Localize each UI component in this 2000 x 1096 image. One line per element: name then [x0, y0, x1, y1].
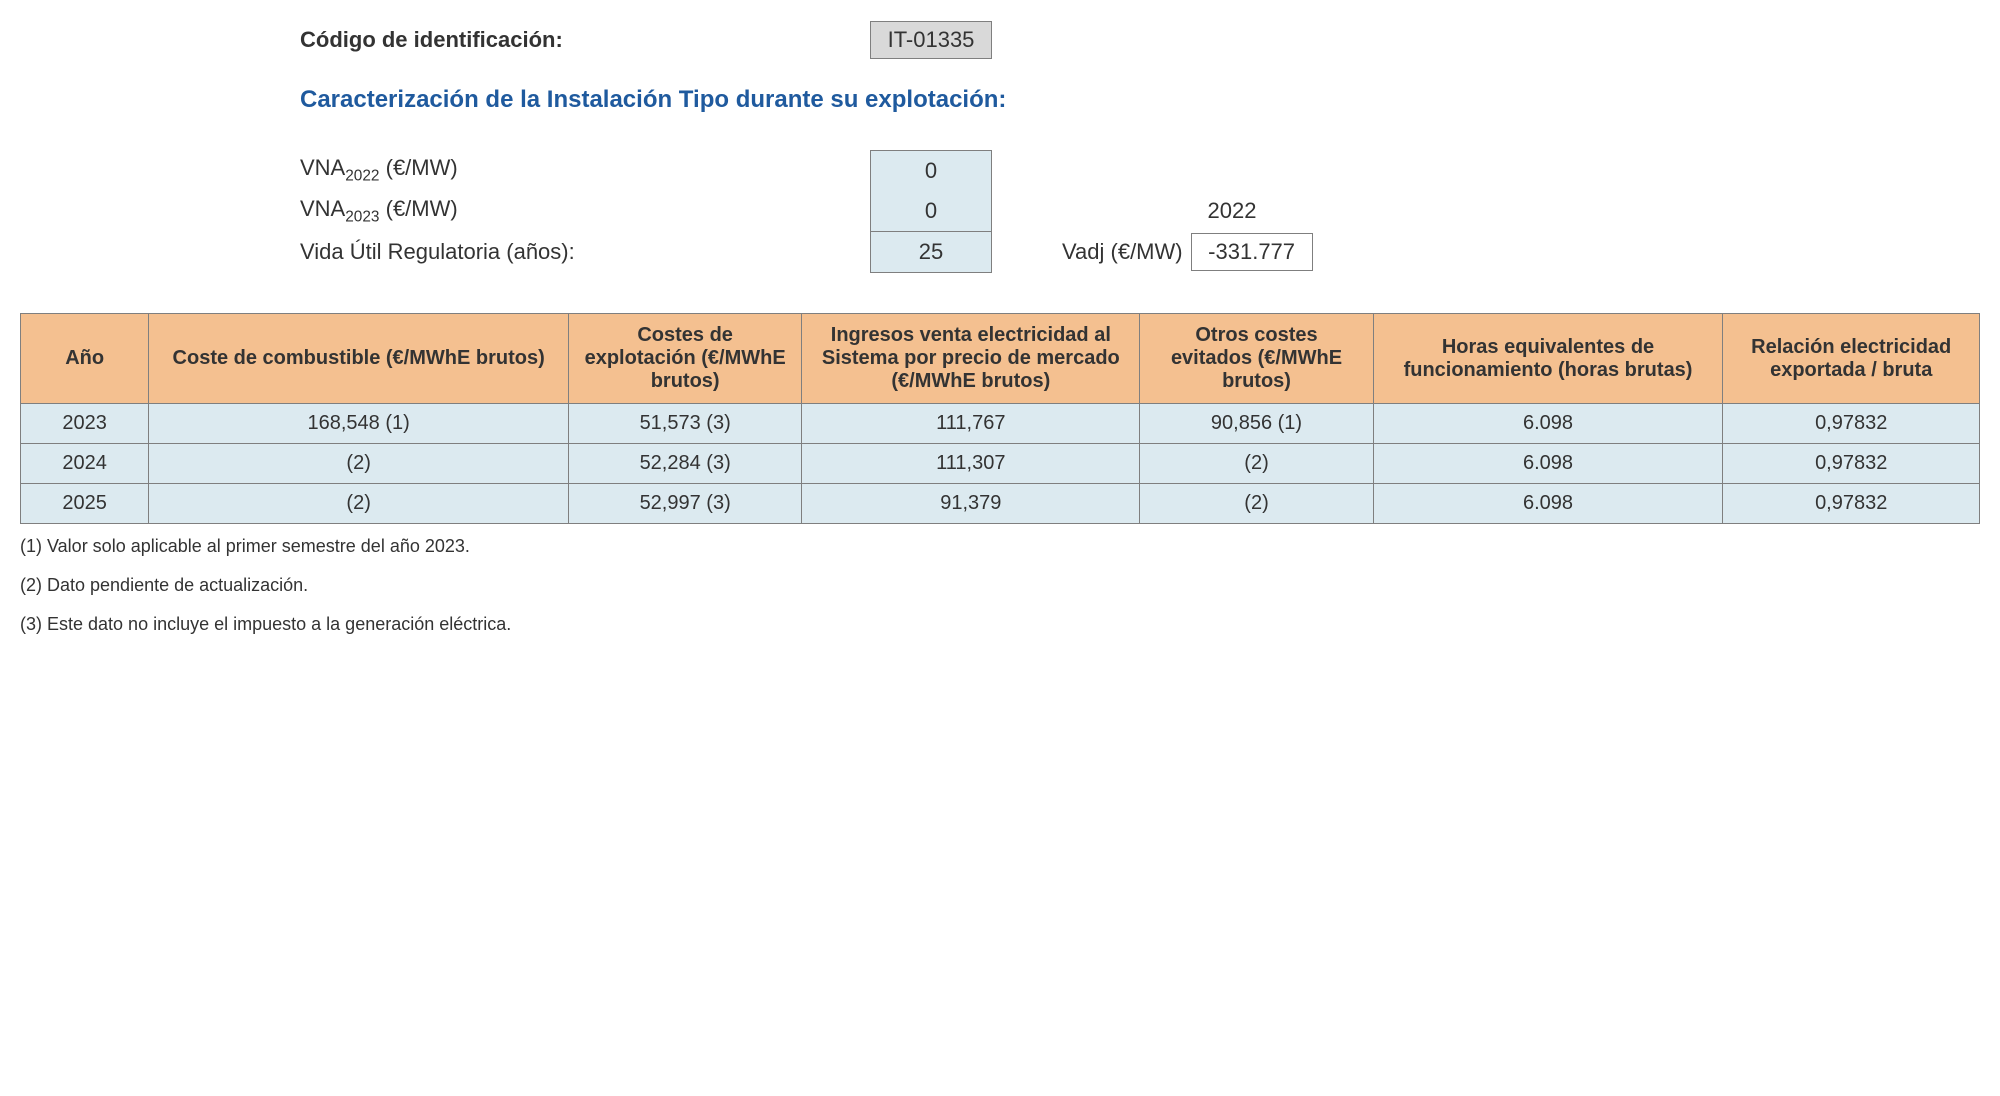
vadj-label: Vadj (€/MW)	[1062, 239, 1183, 265]
vna2022-label: VNA2022 (€/MW)	[300, 155, 860, 185]
table-row: 2025 (2) 52,997 (3) 91,379 (2) 6.098 0,9…	[21, 484, 1980, 524]
vida-util-label: Vida Útil Regulatoria (años):	[300, 239, 860, 265]
table-body: 2023 168,548 (1) 51,573 (3) 111,767 90,8…	[21, 404, 1980, 524]
footnote-1: (1) Valor solo aplicable al primer semes…	[20, 536, 1980, 557]
vida-util-value-box: 25	[870, 231, 992, 273]
col-combustible: Coste de combustible (€/MWhE brutos)	[149, 314, 569, 404]
cell: 6.098	[1373, 444, 1723, 484]
cell: 2023	[21, 404, 149, 444]
codigo-label: Código de identificación:	[300, 27, 860, 53]
cell: 111,767	[802, 404, 1140, 444]
extra-year: 2022	[1132, 198, 1332, 224]
col-otros: Otros costes evitados (€/MWhE brutos)	[1140, 314, 1373, 404]
table-row: 2024 (2) 52,284 (3) 111,307 (2) 6.098 0,…	[21, 444, 1980, 484]
col-horas: Horas equivalentes de funcionamiento (ho…	[1373, 314, 1723, 404]
vna2023-value-box: 0	[870, 191, 992, 231]
codigo-value-box: IT-01335	[870, 21, 992, 59]
cell: 0,97832	[1723, 444, 1980, 484]
cell: (2)	[1140, 484, 1373, 524]
cell: (2)	[1140, 444, 1373, 484]
cell: 168,548 (1)	[149, 404, 569, 444]
cell: 91,379	[802, 484, 1140, 524]
footnote-3: (3) Este dato no incluye el impuesto a l…	[20, 614, 1980, 635]
table-row: 2023 168,548 (1) 51,573 (3) 111,767 90,8…	[21, 404, 1980, 444]
cell: 90,856 (1)	[1140, 404, 1373, 444]
cell: 0,97832	[1723, 484, 1980, 524]
vadj-value-box: -331.777	[1191, 233, 1313, 271]
cell: 6.098	[1373, 404, 1723, 444]
cell: (2)	[149, 444, 569, 484]
data-table: Año Coste de combustible (€/MWhE brutos)…	[20, 313, 1980, 524]
cell: 6.098	[1373, 484, 1723, 524]
caracterizacion-heading: Caracterización de la Instalación Tipo d…	[300, 86, 1006, 114]
cell: 0,97832	[1723, 404, 1980, 444]
col-relacion: Relación electricidad exportada / bruta	[1723, 314, 1980, 404]
col-explotacion: Costes de explotación (€/MWhE brutos)	[569, 314, 802, 404]
cell: 51,573 (3)	[569, 404, 802, 444]
cell: 2024	[21, 444, 149, 484]
cell: 111,307	[802, 444, 1140, 484]
footnotes: (1) Valor solo aplicable al primer semes…	[20, 536, 1980, 635]
cell: 52,997 (3)	[569, 484, 802, 524]
table-header-row: Año Coste de combustible (€/MWhE brutos)…	[21, 314, 1980, 404]
col-ingresos: Ingresos venta electricidad al Sistema p…	[802, 314, 1140, 404]
footnote-2: (2) Dato pendiente de actualización.	[20, 575, 1980, 596]
vna2022-value-box: 0	[870, 150, 992, 191]
vna2023-label: VNA2023 (€/MW)	[300, 196, 860, 226]
col-ano: Año	[21, 314, 149, 404]
cell: (2)	[149, 484, 569, 524]
cell: 2025	[21, 484, 149, 524]
cell: 52,284 (3)	[569, 444, 802, 484]
